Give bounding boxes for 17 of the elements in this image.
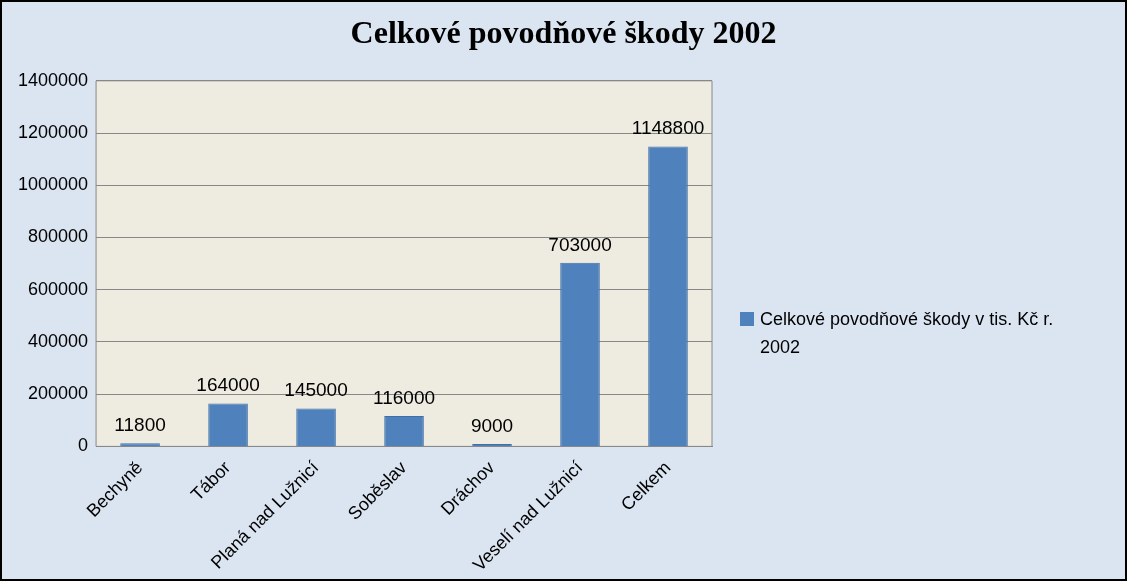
y-tick-label: 600000 (28, 278, 89, 299)
data-label: 164000 (196, 374, 260, 396)
y-tick-label: 800000 (28, 226, 89, 247)
y-tick-label: 1400000 (18, 69, 89, 90)
data-label: 145000 (284, 379, 348, 401)
data-label: 703000 (548, 233, 612, 255)
data-label: 116000 (373, 386, 436, 408)
data-label: 9000 (470, 414, 514, 436)
data-label: 11800 (114, 414, 166, 436)
y-tick-label: 400000 (28, 330, 89, 351)
legend-label: Celkové povodňové škody v tis. Kč r. 2002 (760, 308, 1055, 359)
y-tick-label: 200000 (28, 383, 89, 404)
chart-title: Celkové povodňové škody 2002 (349, 14, 778, 51)
y-tick-label: 0 (78, 435, 89, 456)
data-label: 1148800 (631, 117, 705, 139)
y-tick-label: 1000000 (18, 174, 89, 195)
y-tick-label: 1200000 (18, 122, 89, 142)
